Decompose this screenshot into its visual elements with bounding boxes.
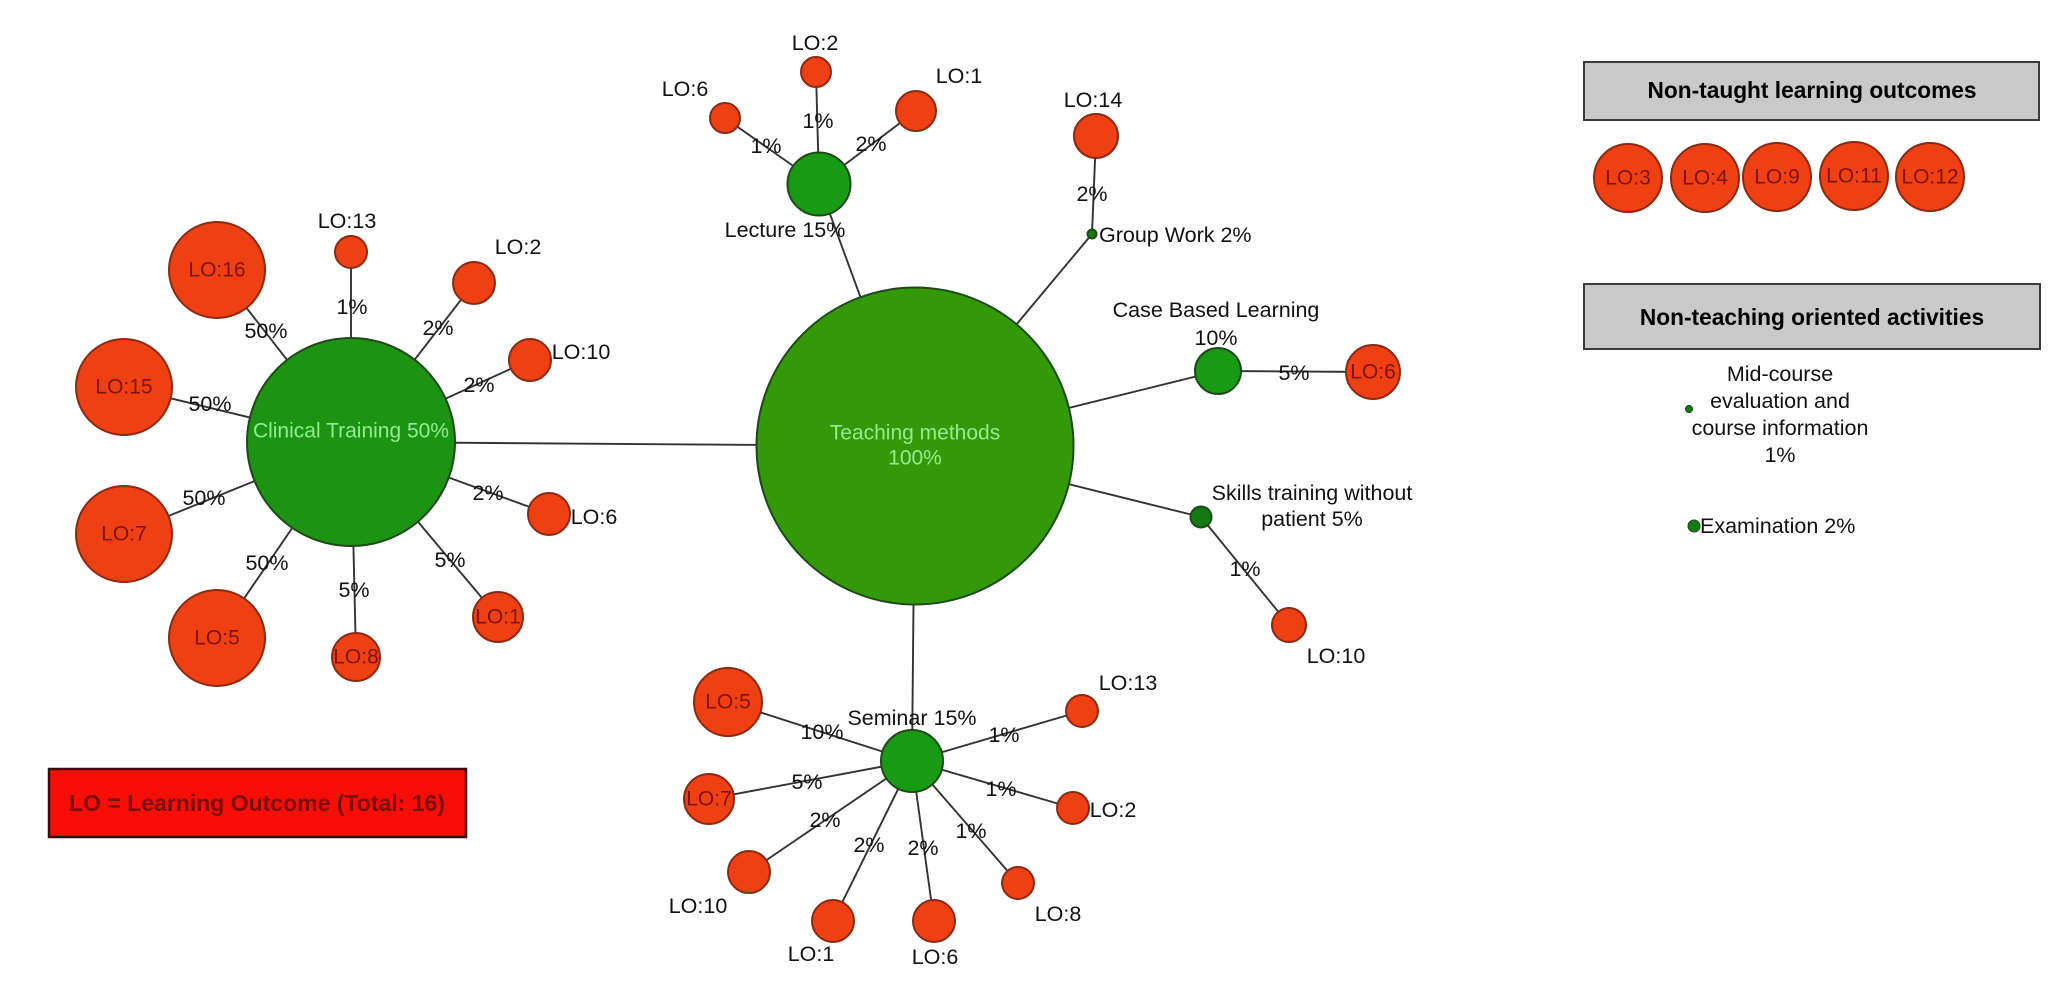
svg-text:LO:8: LO:8 xyxy=(1035,902,1082,926)
svg-text:LO:10: LO:10 xyxy=(1307,644,1366,668)
svg-text:Non-teaching oriented activiti: Non-teaching oriented activities xyxy=(1640,304,1984,330)
svg-text:1%: 1% xyxy=(985,777,1016,801)
svg-text:Clinical Training 50%: Clinical Training 50% xyxy=(253,420,449,443)
svg-text:2%: 2% xyxy=(853,833,884,857)
svg-text:LO:5: LO:5 xyxy=(194,627,240,650)
svg-text:LO:6: LO:6 xyxy=(662,77,709,101)
svg-text:LO:10: LO:10 xyxy=(552,340,611,364)
svg-text:2%: 2% xyxy=(472,481,503,505)
svg-text:50%: 50% xyxy=(182,486,225,510)
svg-text:LO:2: LO:2 xyxy=(792,31,839,55)
svg-text:evaluation and: evaluation and xyxy=(1710,389,1850,413)
svg-text:Teaching methods: Teaching methods xyxy=(830,422,1000,445)
svg-text:LO:15: LO:15 xyxy=(95,376,152,399)
svg-text:LO:8: LO:8 xyxy=(333,646,379,669)
svg-text:10%: 10% xyxy=(800,720,843,744)
svg-text:patient 5%: patient 5% xyxy=(1261,507,1363,531)
svg-text:Lecture 15%: Lecture 15% xyxy=(725,218,846,242)
svg-text:LO:2: LO:2 xyxy=(1090,798,1137,822)
svg-text:1%: 1% xyxy=(750,134,781,158)
svg-text:5%: 5% xyxy=(338,578,369,602)
svg-text:2%: 2% xyxy=(907,836,938,860)
svg-text:5%: 5% xyxy=(1278,361,1309,385)
svg-text:1%: 1% xyxy=(336,295,367,319)
svg-text:LO:12: LO:12 xyxy=(1901,166,1958,189)
svg-text:10%: 10% xyxy=(1194,326,1237,350)
svg-text:LO:9: LO:9 xyxy=(1754,166,1800,189)
svg-text:5%: 5% xyxy=(791,770,822,794)
svg-text:50%: 50% xyxy=(245,551,288,575)
svg-text:LO:11: LO:11 xyxy=(1826,165,1882,188)
svg-text:Seminar 15%: Seminar 15% xyxy=(847,706,976,730)
svg-text:Mid-course: Mid-course xyxy=(1727,362,1833,386)
svg-text:LO:1: LO:1 xyxy=(936,64,983,88)
svg-text:LO:16: LO:16 xyxy=(188,259,245,282)
svg-text:Skills training without: Skills training without xyxy=(1212,481,1413,505)
svg-text:100%: 100% xyxy=(888,447,942,470)
svg-text:50%: 50% xyxy=(244,319,287,343)
svg-text:1%: 1% xyxy=(988,723,1019,747)
svg-text:Non-taught learning outcomes: Non-taught learning outcomes xyxy=(1648,77,1977,103)
svg-text:1%: 1% xyxy=(1229,557,1260,581)
svg-text:1%: 1% xyxy=(1764,443,1795,467)
svg-text:course information: course information xyxy=(1692,416,1869,440)
svg-text:LO:1: LO:1 xyxy=(475,606,521,629)
svg-text:LO:10: LO:10 xyxy=(669,894,728,918)
svg-text:Group Work 2%: Group Work 2% xyxy=(1099,223,1252,247)
svg-text:LO:5: LO:5 xyxy=(705,691,751,714)
svg-text:1%: 1% xyxy=(955,819,986,843)
svg-text:5%: 5% xyxy=(434,548,465,572)
svg-text:2%: 2% xyxy=(422,316,453,340)
svg-text:LO:6: LO:6 xyxy=(571,505,618,529)
svg-text:LO = Learning Outcome (Total:: LO = Learning Outcome (Total: 16) xyxy=(69,790,445,816)
svg-text:LO:14: LO:14 xyxy=(1064,88,1123,112)
svg-text:2%: 2% xyxy=(463,373,494,397)
svg-text:LO:13: LO:13 xyxy=(318,209,377,233)
svg-text:Case Based Learning: Case Based Learning xyxy=(1113,298,1320,322)
svg-text:2%: 2% xyxy=(1076,182,1107,206)
svg-text:Examination 2%: Examination 2% xyxy=(1700,514,1855,538)
svg-text:2%: 2% xyxy=(809,808,840,832)
svg-text:2%: 2% xyxy=(855,132,886,156)
svg-text:LO:13: LO:13 xyxy=(1099,671,1158,695)
svg-text:1%: 1% xyxy=(802,109,833,133)
svg-text:LO:7: LO:7 xyxy=(101,523,147,546)
svg-text:LO:2: LO:2 xyxy=(495,235,542,259)
svg-text:LO:6: LO:6 xyxy=(1350,361,1396,384)
svg-text:LO:6: LO:6 xyxy=(912,945,959,969)
svg-text:LO:3: LO:3 xyxy=(1605,167,1651,190)
svg-text:50%: 50% xyxy=(188,392,231,416)
svg-text:LO:1: LO:1 xyxy=(788,942,835,966)
svg-text:LO:4: LO:4 xyxy=(1682,167,1728,190)
svg-text:LO:7: LO:7 xyxy=(686,788,732,811)
